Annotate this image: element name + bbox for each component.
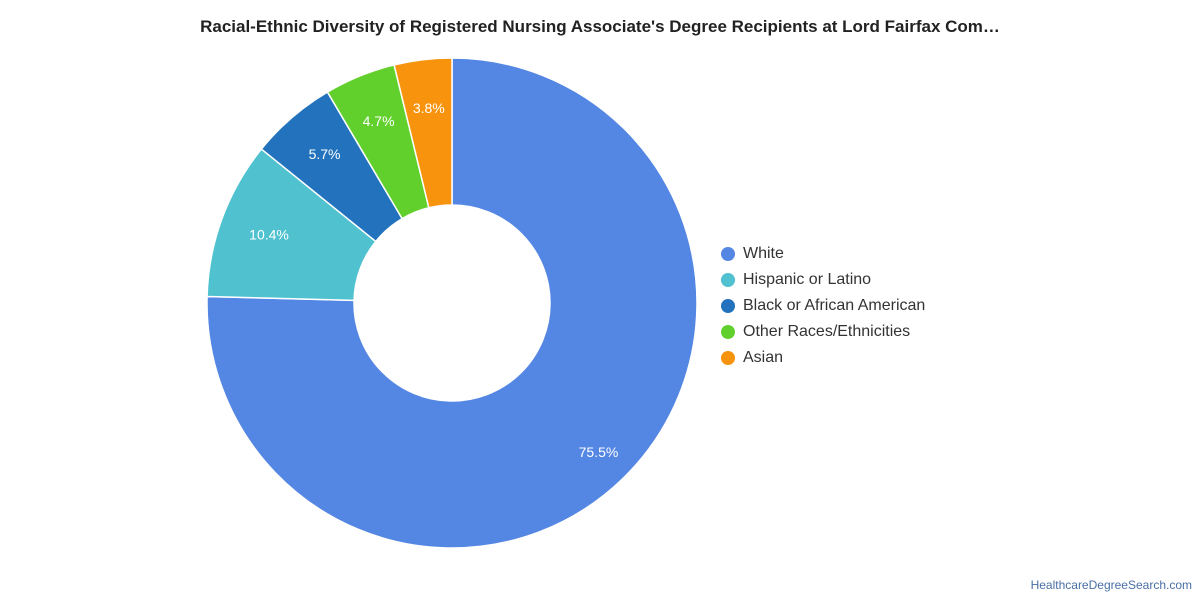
slice-hispanic-or-latino[interactable] [206,147,377,302]
slice-label: 4.7% [363,113,395,129]
legend-label: Asian [743,349,784,366]
legend-swatch-icon [721,273,735,287]
source-credit[interactable]: HealthcareDegreeSearch.com [1030,578,1192,592]
slice-label: 5.7% [309,146,341,162]
slice-labels-group: 75.5% 10.4% 5.7% 4.7% 3.8% [249,100,618,460]
legend-item[interactable]: Hispanic or Latino [721,267,925,293]
legend-label: Black or African American [743,297,926,314]
slices-group [206,57,698,549]
legend-item[interactable]: Asian [721,345,925,371]
slice-label: 3.8% [413,100,445,116]
legend-item[interactable]: White [721,241,925,267]
slice-asian[interactable] [393,57,453,209]
slice-label: 75.5% [579,444,619,460]
legend-swatch-icon [721,299,735,313]
legend: White Hispanic or Latino Black or African … [721,241,925,371]
legend-label: Other Races/Ethnicities [743,323,911,340]
slice-label: 10.4% [249,226,289,242]
legend-label: White [743,245,784,262]
chart-title: Racial-Ethnic Diversity of Registered Nu… [200,17,1000,36]
legend-item[interactable]: Black or African American [721,293,925,319]
legend-swatch-icon [721,247,735,261]
slice-white[interactable] [206,57,698,549]
legend-item[interactable]: Other Races/Ethnicities [721,319,925,345]
legend-label: Hispanic or Latino [743,271,872,288]
legend-swatch-icon [721,351,735,365]
legend-swatch-icon [721,325,735,339]
